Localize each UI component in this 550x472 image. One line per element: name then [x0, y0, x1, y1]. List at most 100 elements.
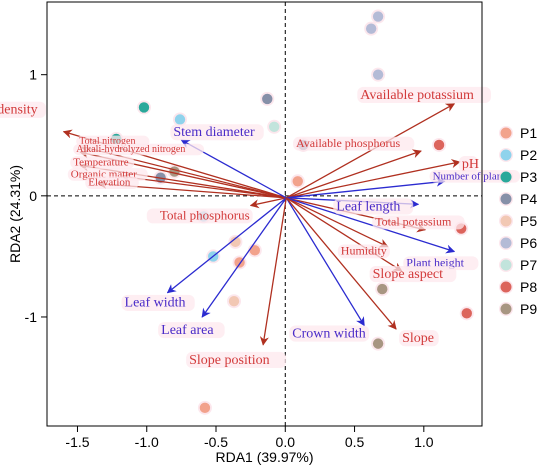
point-p1-3	[249, 245, 261, 256]
vector-slope-aspect	[285, 197, 403, 272]
vector-label-halo-crown-density	[0, 101, 46, 118]
point-p9-3	[372, 338, 384, 349]
vector-label-leaf-width: Leaf width	[125, 296, 186, 311]
x-tick-label-3: -0.5	[204, 434, 228, 450]
point-p5-1	[230, 236, 241, 248]
vector-leaf-width	[166, 197, 287, 294]
vector-label-halo-slope-aspect	[369, 266, 457, 283]
legend-marker-p3	[500, 171, 512, 183]
legend-marker-p2	[500, 149, 512, 161]
legend-label-p7: P7	[520, 257, 537, 273]
vector-label-halo-leaf-area	[158, 322, 225, 339]
legend-label-p1: P1	[520, 125, 537, 141]
legend-label-p2: P2	[520, 147, 537, 163]
vector-label-halo-total-potassium	[372, 215, 465, 230]
vector-label-halo-leaf-length	[333, 198, 414, 215]
x-tick-label-4: 0.0	[276, 434, 296, 450]
vector-label-slope: Slope	[402, 331, 434, 346]
point-p4-2	[262, 93, 273, 105]
vector-label-crown-density: Crown density	[0, 103, 38, 118]
legend-label-p4: P4	[520, 191, 537, 207]
point-p1-2	[292, 176, 303, 187]
vector-label-elevation: Elevation	[88, 177, 131, 189]
y-axis-title: RDA2 (24.31%)	[7, 165, 23, 263]
point-p2-1	[174, 114, 186, 125]
plot-frame	[46, 1, 483, 427]
vector-organic-matter	[120, 172, 287, 199]
vector-label-halo-total-phosphorus	[146, 208, 253, 224]
point-p6-1	[365, 23, 377, 34]
vector-labels: Crown density Total nitrogenAlkali-hydrol…	[0, 86, 521, 369]
x-tick-label-5: 0.5	[345, 434, 365, 450]
point-p6-3	[372, 69, 384, 80]
legend-label-p6: P6	[520, 235, 537, 251]
vector-label-halo-available-phosphorus	[293, 136, 415, 151]
vector-available-potassium	[285, 103, 456, 199]
point-p9-1	[169, 166, 180, 177]
vector-label-alkali-hydrolyzed-nitrogen: Alkali-hydrolyzed nitrogen	[76, 144, 185, 155]
vector-ph	[286, 159, 461, 199]
vector-label-halo-stem-diameter	[170, 124, 264, 141]
vector-label-halo-alkali-hydrolyzed-nitrogen	[73, 143, 205, 156]
point-p3-1	[138, 102, 150, 113]
vector-label-halo-temperature	[70, 156, 135, 169]
vector-label-halo-slope	[399, 330, 439, 347]
legend-label-p9: P9	[520, 301, 537, 317]
legend-marker-p7	[500, 259, 512, 271]
x-axis-title: RDA1 (39.97%)	[215, 449, 313, 465]
vector-label-halo-available-potassium	[357, 86, 491, 103]
x-tick-label-2: -1.0	[135, 434, 159, 450]
vector-label-available-potassium: Available potassium	[360, 88, 474, 103]
y-tick-label-2: 0	[29, 188, 37, 204]
legend: P1 P2 P3 P4 P5 P6 P7 P8 P9	[499, 125, 537, 317]
point-p1-1	[199, 402, 211, 414]
legend-marker-p5	[500, 215, 512, 227]
point-p8-1	[433, 139, 445, 151]
vector-label-halo-slope-position	[186, 351, 287, 369]
vector-label-slope-position: Slope position	[189, 353, 270, 368]
legend-label-p8: P8	[520, 279, 537, 295]
vector-label-halo-elevation	[85, 176, 139, 190]
legend-label-p5: P5	[520, 213, 537, 229]
vector-plant-height	[286, 197, 456, 254]
vector-label-leaf-area: Leaf area	[161, 323, 214, 338]
vector-label-total-phosphorus: Total phosphorus	[160, 208, 250, 223]
vector-label-halo-leaf-width	[121, 294, 195, 311]
point-p5-2	[228, 296, 240, 307]
point-p6-2	[372, 11, 384, 22]
vector-label-halo-ph	[458, 156, 479, 173]
legend-marker-p1	[500, 127, 512, 139]
vector-available-phosphorus	[286, 149, 422, 199]
vector-slope	[285, 197, 397, 330]
point-p7-1	[268, 121, 280, 132]
vector-label-available-phosphorus: Available phosphorus	[296, 136, 400, 150]
x-tick-label-6: 1.0	[414, 434, 434, 450]
legend-marker-p9	[500, 303, 512, 315]
vector-slope-position	[259, 197, 287, 346]
point-p9-2	[377, 283, 388, 295]
vector-leaf-area	[201, 197, 287, 318]
vector-crown-width	[285, 197, 365, 327]
vector-label-total-nitrogen: Total nitrogen	[79, 136, 135, 147]
vector-label-crown-width: Crown width	[292, 326, 366, 341]
vector-humidity	[285, 197, 389, 248]
vector-label-number-of-plants: Number of plants	[433, 170, 510, 182]
vector-label-ph: pH	[462, 157, 479, 172]
axes: -1.5 -1.0 -0.5 0.0 0.5 1.0 -1 0 1	[25, 1, 483, 450]
vector-label-total-potassium: Total potassium	[375, 215, 452, 229]
vector-label-halo-crown-width	[289, 325, 370, 342]
legend-marker-p4	[500, 193, 512, 205]
vector-label-slope-aspect: Slope aspect	[373, 267, 443, 282]
vector-number-of-plants	[286, 177, 446, 199]
vector-label-humidity: Humidity	[341, 244, 387, 258]
point-p8-3	[461, 308, 472, 319]
legend-marker-p8	[500, 281, 512, 293]
y-tick-label-3: 1	[29, 67, 37, 83]
legend-label-p3: P3	[520, 169, 537, 185]
x-tick-label-1: -1.5	[65, 434, 89, 450]
vector-label-halo-number-of-plants	[429, 169, 521, 183]
vector-label-stem-diameter: Stem diameter	[173, 125, 255, 140]
vector-label-halo-humidity	[337, 244, 390, 259]
legend-marker-p6	[500, 237, 512, 249]
